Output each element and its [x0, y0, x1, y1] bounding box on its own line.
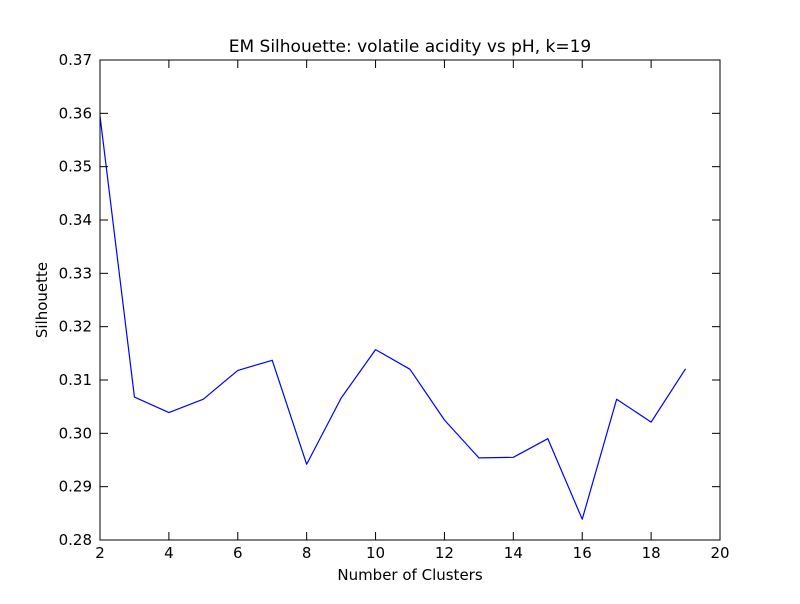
x-tick-label: 10 [366, 544, 385, 562]
x-tick-label: 18 [642, 544, 661, 562]
x-tick-label: 2 [95, 544, 105, 562]
y-tick-label: 0.28 [59, 531, 92, 549]
x-tick-label: 20 [710, 544, 729, 562]
y-tick-label: 0.33 [59, 264, 92, 282]
x-tick-label: 8 [302, 544, 312, 562]
y-tick-label: 0.35 [59, 158, 92, 176]
labels-layer: EM Silhouette: volatile acidity vs pH, k… [33, 37, 591, 584]
series-line-1 [99, 115, 687, 520]
y-tick-label: 0.30 [59, 424, 92, 442]
x-axis-label: Number of Clusters [337, 566, 482, 584]
y-axis-label: Silhouette [33, 262, 51, 338]
y-tick-label: 0.31 [59, 371, 92, 389]
plot-layer [99, 115, 687, 520]
x-tick-label: 6 [233, 544, 243, 562]
y-tick-label: 0.37 [59, 51, 92, 69]
y-tick-label: 0.36 [59, 104, 92, 122]
x-tick-label: 4 [164, 544, 174, 562]
x-tick-label: 16 [573, 544, 592, 562]
x-tick-label: 12 [435, 544, 454, 562]
plot-frame [99, 59, 721, 541]
x-tick-label: 14 [504, 544, 523, 562]
y-tick-label: 0.29 [59, 478, 92, 496]
axes-layer: 2 4 6 8 10 12 14 16 18 20 0.28 0.29 0.30 0.31 0.32 0.33… [59, 51, 730, 562]
y-tick-label: 0.32 [59, 318, 92, 336]
y-tick-label: 0.34 [59, 211, 92, 229]
chart-title: EM Silhouette: volatile acidity vs pH, k… [229, 37, 592, 57]
